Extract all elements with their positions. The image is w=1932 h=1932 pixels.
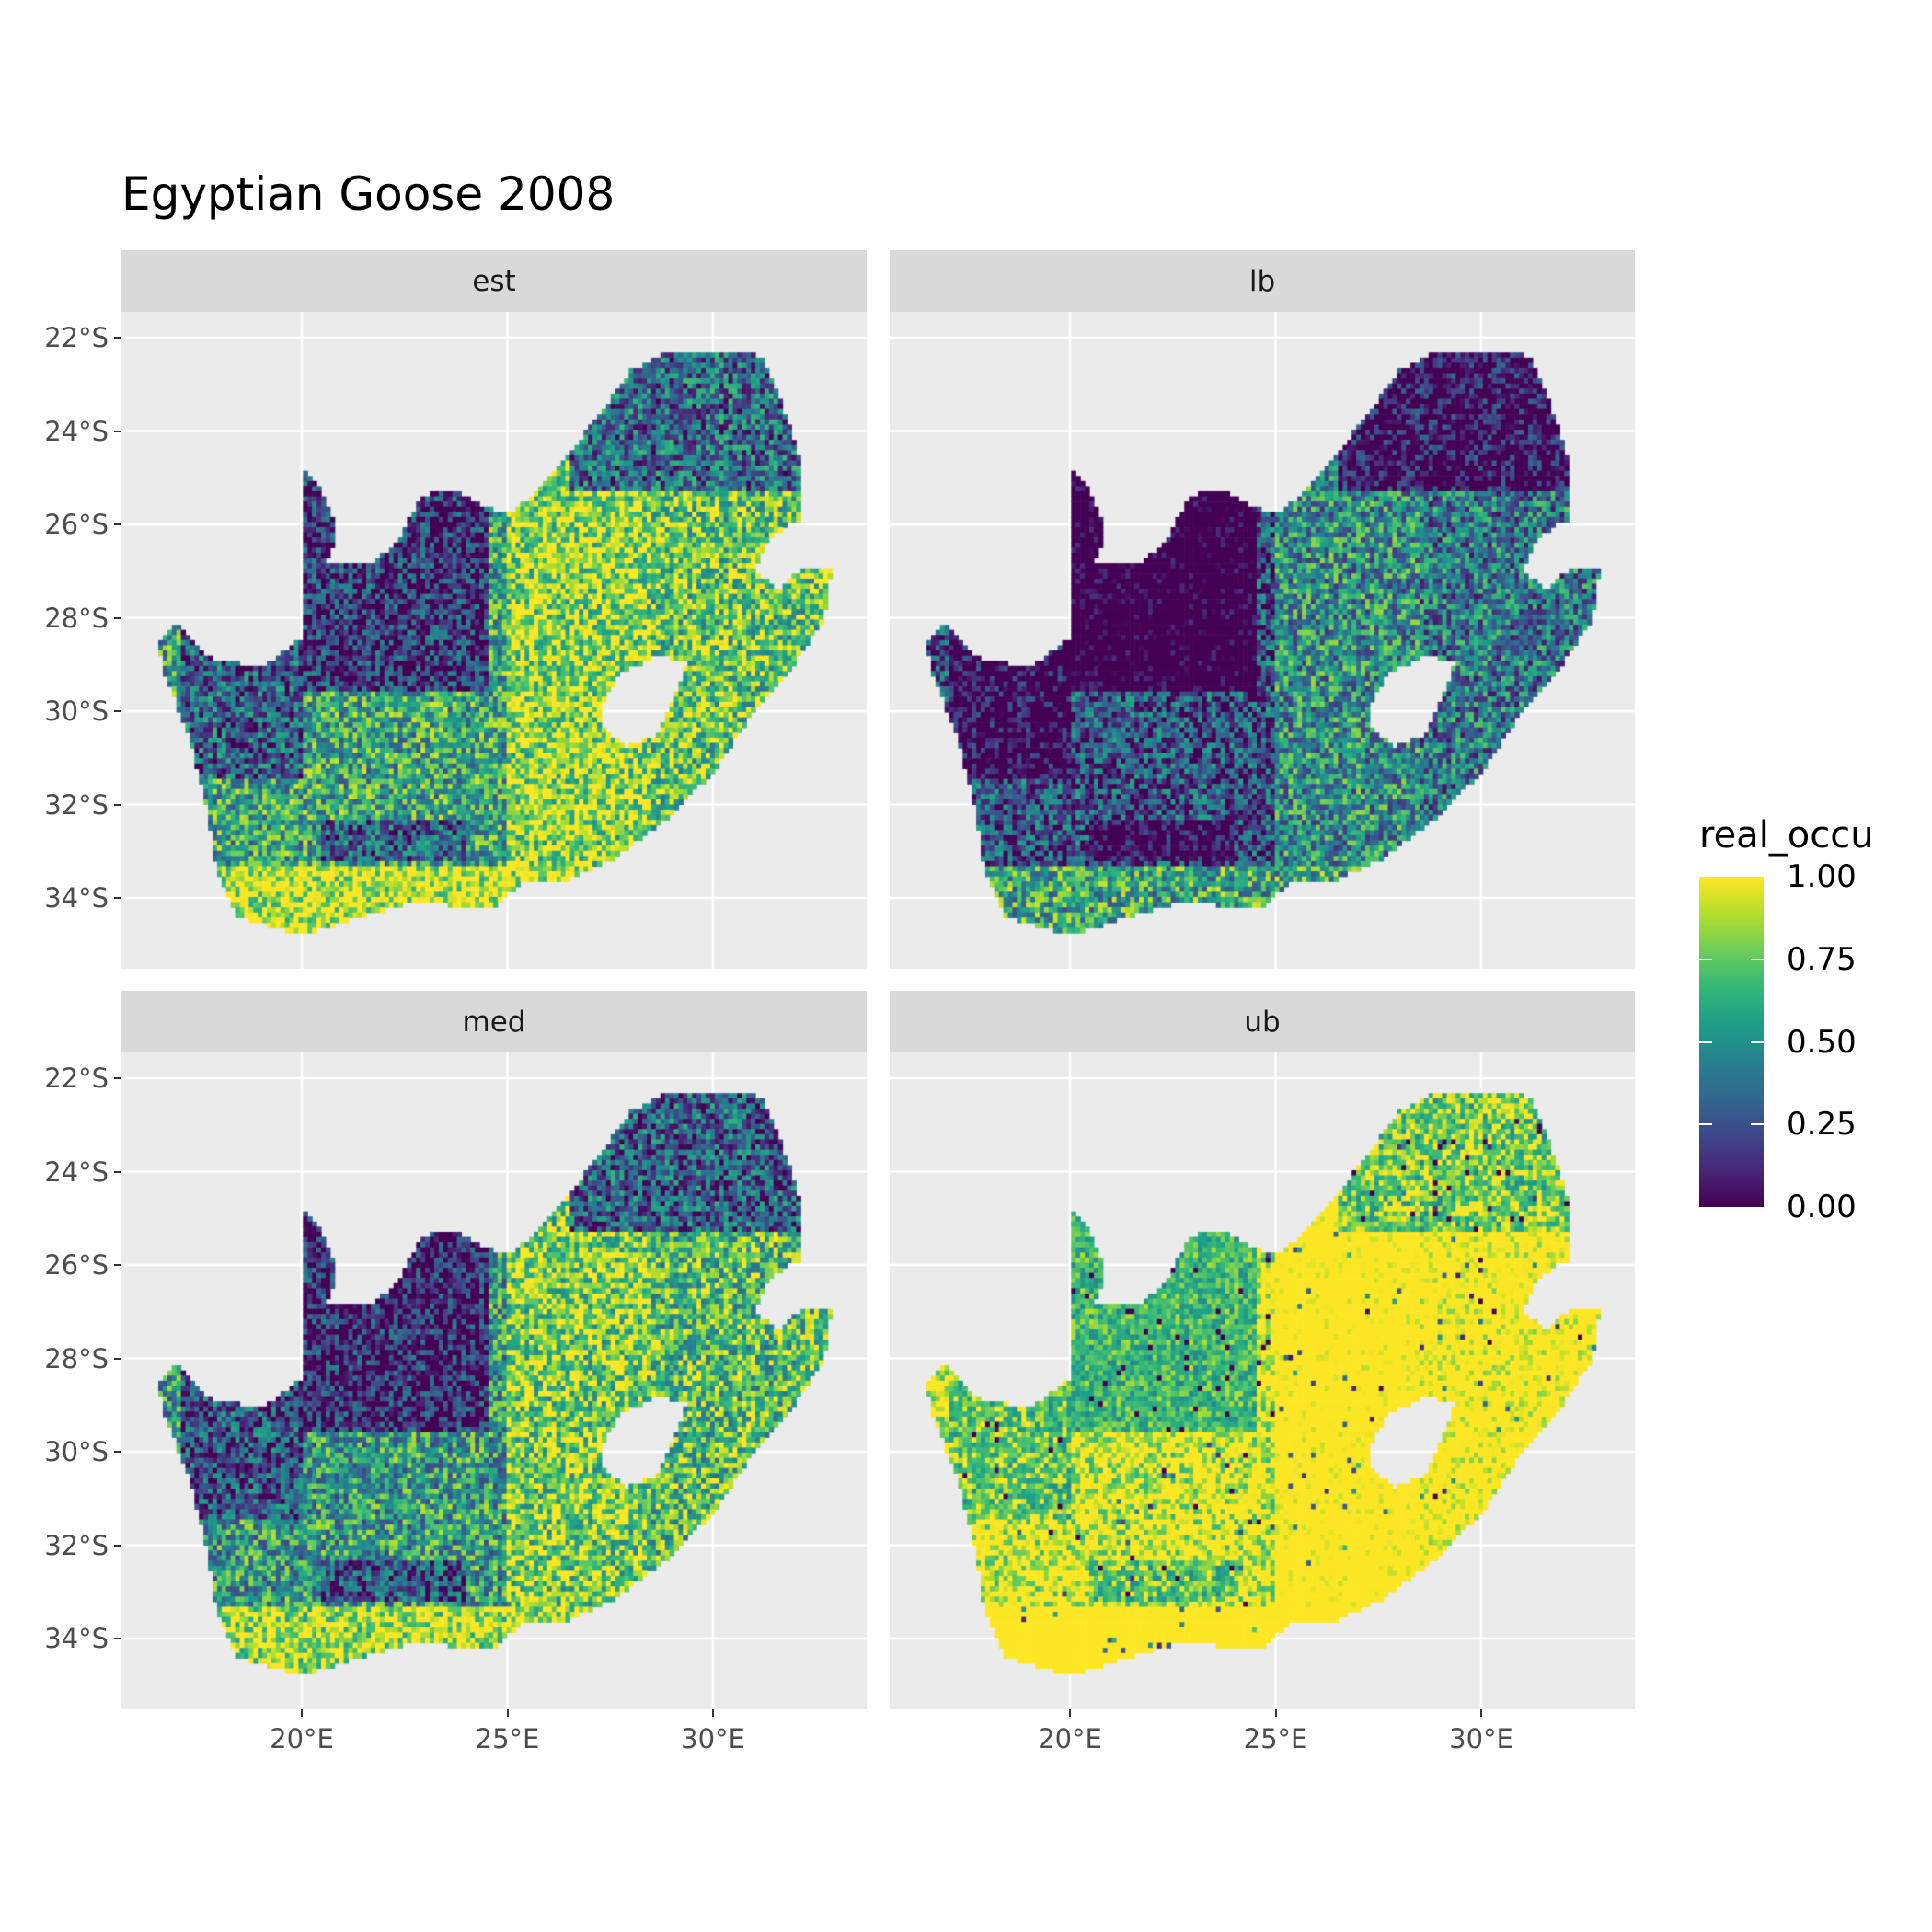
y-tick-label: 26°S [44,509,109,540]
legend-label: 0.75 [1787,940,1857,978]
facet-strip-ub: ub [890,991,1635,1053]
legend-title: real_occu [1699,814,1874,857]
y-tick-mark [114,1638,121,1639]
y-tick-mark [114,710,121,712]
chart-title: Egyptian Goose 2008 [121,167,615,221]
raster-map-ub [890,1052,1635,1709]
legend-tick [1699,1123,1712,1126]
y-tick-mark [114,616,121,619]
legend-tick [1751,1041,1764,1043]
y-tick-mark [114,1077,121,1079]
x-tick-mark [712,1709,714,1717]
facet-strip-est: est [121,250,867,313]
facet-strip-med: med [121,991,867,1053]
y-tick-label: 22°S [44,322,109,353]
facet-panel-med [121,1052,867,1709]
x-tick-mark [301,1709,303,1717]
legend-tick [1699,958,1712,960]
y-tick-mark [114,1544,121,1547]
y-tick-mark [114,430,121,432]
x-tick-label: 30°E [1449,1723,1513,1754]
y-tick-label: 32°S [44,1529,109,1561]
y-tick-mark [114,1451,121,1453]
x-tick-mark [1480,1709,1482,1717]
legend-tick [1751,958,1764,960]
y-tick-label: 26°S [44,1249,109,1281]
raster-map-lb [890,312,1635,969]
y-tick-label: 30°S [44,1436,109,1467]
x-tick-mark [1274,1709,1277,1717]
y-tick-mark [114,1264,121,1266]
legend-label: 0.25 [1787,1106,1857,1144]
legend-tick [1699,1041,1712,1043]
y-tick-label: 22°S [44,1063,109,1094]
facet-strip-lb: lb [890,250,1635,313]
y-tick-mark [114,523,121,525]
raster-map-est [121,312,867,969]
y-tick-label: 32°S [44,788,109,821]
y-tick-label: 24°S [44,1156,109,1188]
x-tick-label: 25°E [475,1723,540,1754]
y-tick-mark [114,1170,121,1173]
y-tick-mark [114,803,121,806]
x-tick-label: 20°E [270,1723,334,1754]
facet-panel-est [121,312,867,969]
legend-label: 1.00 [1787,858,1857,895]
y-tick-mark [114,337,121,339]
x-tick-mark [506,1709,509,1717]
x-tick-label: 20°E [1038,1723,1102,1754]
y-tick-label: 28°S [44,602,109,634]
y-tick-label: 30°S [44,696,109,727]
y-tick-label: 28°S [44,1342,109,1374]
y-tick-label: 34°S [44,1623,109,1654]
legend-label: 0.00 [1787,1189,1857,1225]
raster-map-med [121,1052,867,1709]
x-tick-label: 30°E [681,1723,745,1754]
facet-panel-lb [890,312,1635,969]
facet-panel-ub [890,1052,1635,1709]
y-tick-label: 34°S [44,882,109,914]
x-tick-mark [1069,1709,1071,1717]
legend-label: 0.50 [1787,1023,1857,1061]
y-tick-mark [114,1357,121,1360]
x-tick-label: 25°E [1243,1723,1308,1754]
y-tick-mark [114,897,121,899]
y-tick-label: 24°S [44,415,109,447]
legend-tick [1751,1123,1764,1126]
